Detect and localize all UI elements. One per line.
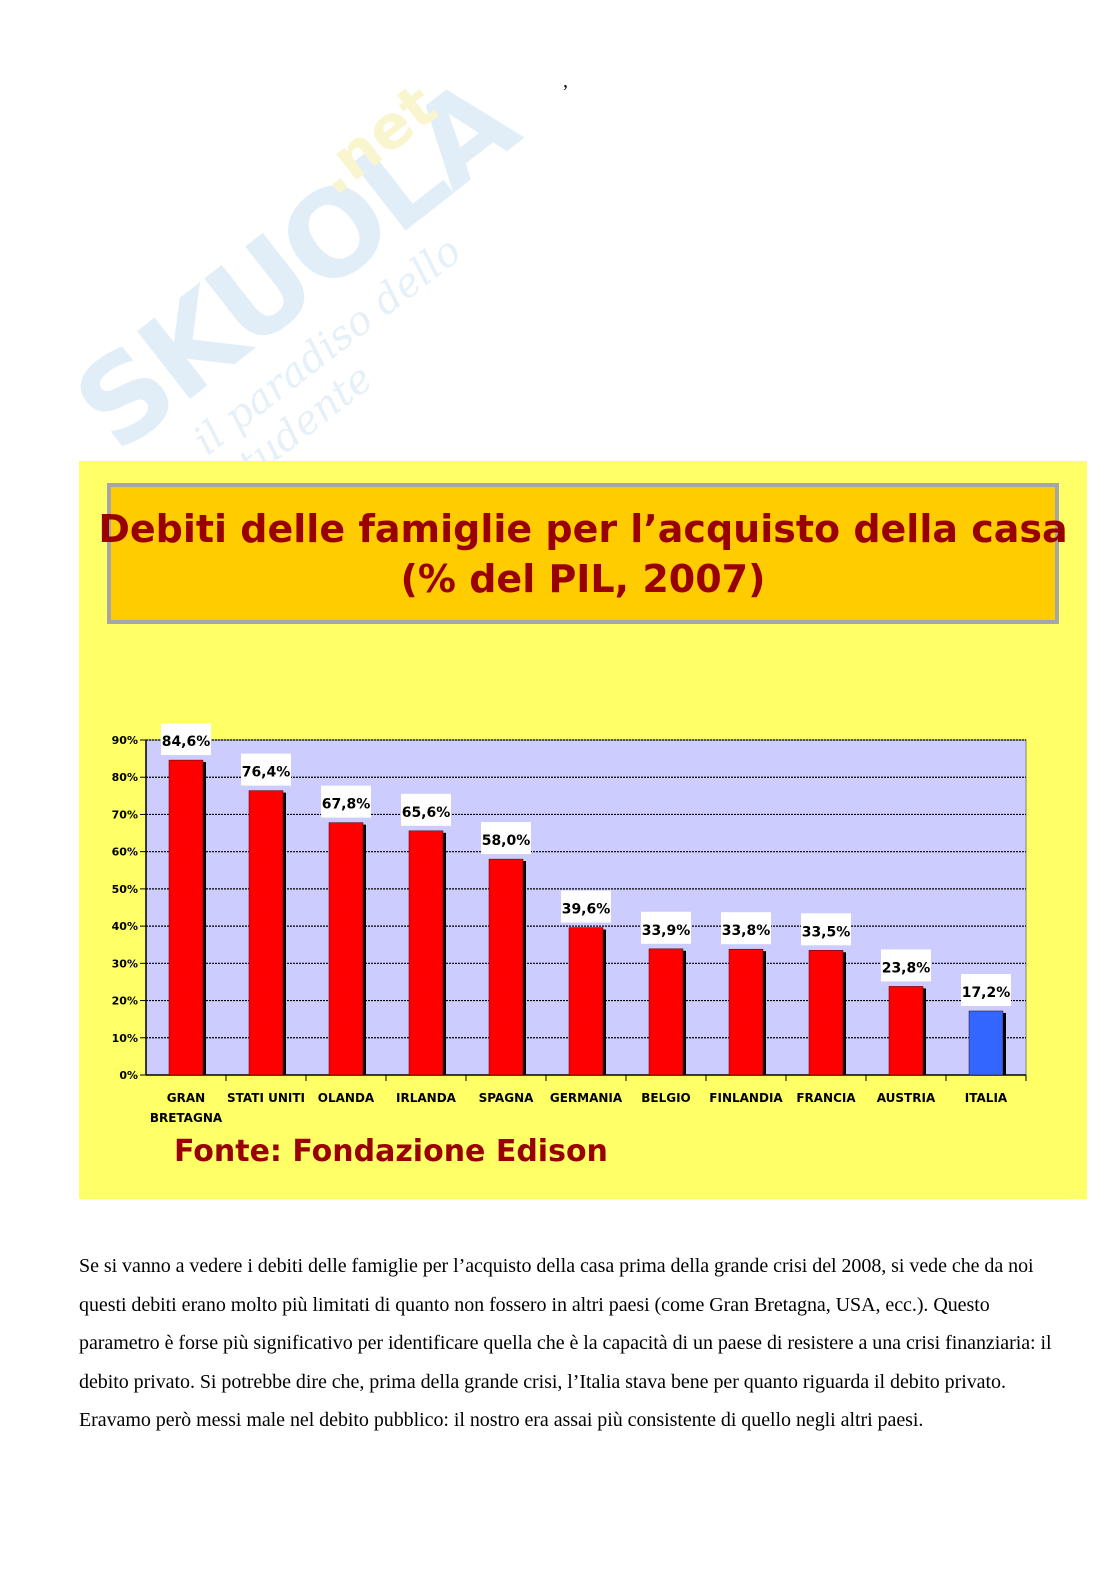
y-tick-label: 40%: [112, 920, 138, 933]
bar: [328, 822, 364, 1076]
chart-title-box: Debiti delle famiglie per l’acquisto del…: [98, 483, 1068, 624]
category-label: IRLANDA: [396, 1091, 457, 1105]
data-label-bg: [641, 911, 691, 944]
data-label: 58,0%: [482, 833, 531, 849]
category-label: BELGIO: [641, 1091, 691, 1105]
data-label-bg: [721, 912, 771, 945]
chart-title: Debiti delle famiglie per l’acquisto del…: [98, 506, 1068, 551]
y-tick-label: 10%: [112, 1032, 138, 1045]
data-label-bg: [321, 785, 371, 818]
bar-chart: 0% 10% 20% 30% 40% 50% 60% 70% 80% 90% 84,6% GRAN BR…: [112, 723, 1027, 1125]
category-label: GERMANIA: [550, 1091, 623, 1105]
bar: [168, 759, 204, 1076]
bar: [648, 948, 684, 1076]
chart-panel: Debiti delle famiglie per l’acquisto del…: [79, 461, 1087, 1199]
data-label: 65,6%: [402, 805, 451, 821]
bar: [728, 948, 764, 1076]
stray-comma-mark: ,: [563, 70, 568, 92]
category-label: OLANDA: [318, 1091, 375, 1105]
data-label: 76,4%: [242, 765, 291, 781]
data-label: 23,8%: [882, 960, 931, 976]
bar: [408, 830, 444, 1076]
y-tick-label: 0%: [119, 1069, 138, 1082]
data-label: 67,8%: [322, 797, 371, 813]
data-label-bg: [481, 822, 531, 855]
bar: [568, 927, 604, 1076]
category-label: ITALIA: [965, 1091, 1008, 1105]
data-label: 33,9%: [642, 923, 691, 939]
bar: [808, 950, 844, 1076]
data-label: 33,5%: [802, 924, 851, 940]
chart-source: Fonte: Fondazione Edison: [174, 1134, 608, 1169]
data-label: 17,2%: [962, 985, 1011, 1001]
data-label-bg: [161, 723, 211, 756]
y-tick-label: 90%: [112, 734, 138, 747]
body-paragraph: Se si vanno a vedere i debiti delle fami…: [79, 1255, 1052, 1432]
data-label-bg: [801, 913, 851, 946]
data-label: 33,8%: [722, 923, 771, 939]
category-label: AUSTRIA: [877, 1091, 936, 1105]
bar: [248, 790, 284, 1076]
y-tick-label: 20%: [112, 995, 138, 1008]
bar: [888, 986, 924, 1076]
data-label-bg: [961, 973, 1011, 1006]
y-tick-label: 80%: [112, 771, 138, 784]
data-label: 84,6%: [162, 734, 211, 750]
data-label-bg: [401, 793, 451, 826]
bar: [488, 858, 524, 1076]
category-label: FRANCIA: [796, 1091, 856, 1105]
y-tick-label: 60%: [112, 846, 138, 859]
chart-subtitle: (% del PIL, 2007): [400, 556, 766, 601]
data-label-bg: [241, 753, 291, 786]
data-label-bg: [561, 890, 611, 923]
y-tick-label: 30%: [112, 957, 138, 970]
category-label: FINLANDIA: [709, 1091, 783, 1105]
category-label: GRAN: [167, 1091, 205, 1105]
bar: [968, 1010, 1004, 1076]
y-tick-label: 70%: [112, 808, 138, 821]
data-label: 39,6%: [562, 902, 611, 918]
category-label: STATI UNITI: [227, 1091, 305, 1105]
category-label: BRETAGNA: [150, 1111, 223, 1125]
data-label-bg: [881, 949, 931, 982]
skuola-watermark: SKUOLA .net il paradiso dello studente: [38, 45, 543, 501]
y-tick-label: 50%: [112, 883, 138, 896]
category-label: SPAGNA: [479, 1091, 535, 1105]
